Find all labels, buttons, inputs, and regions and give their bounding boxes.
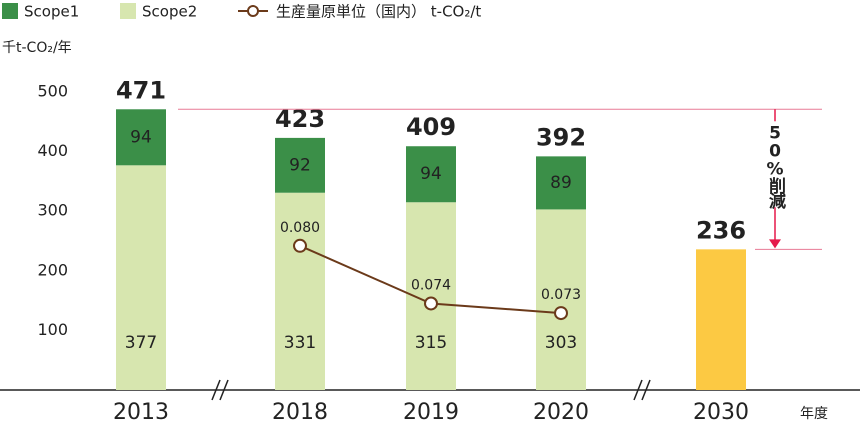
legend-swatch <box>120 3 136 19</box>
line-marker <box>293 238 307 253</box>
value-label: 94 <box>420 164 442 184</box>
legend-label: Scope2 <box>142 3 197 21</box>
bar-segment <box>536 156 586 210</box>
y-tick-label: 100 <box>37 320 68 339</box>
value-label: 331 <box>284 333 316 353</box>
legend-marker <box>247 5 259 17</box>
value-label: 92 <box>289 155 311 175</box>
bar-segment <box>536 209 586 390</box>
bar-segment <box>116 165 166 390</box>
legend-label: Scope1 <box>24 3 79 21</box>
value-label: 236 <box>696 216 746 244</box>
y-tick-label: 500 <box>37 82 68 101</box>
line-value-label: 0.080 <box>280 220 320 236</box>
bar-segment <box>275 137 325 193</box>
y-tick-label: 300 <box>37 201 68 220</box>
y-tick-label: 200 <box>37 260 68 279</box>
value-label: 303 <box>545 333 577 353</box>
axis-break <box>211 379 651 401</box>
value-label: 377 <box>125 333 157 353</box>
line-marker <box>424 296 438 311</box>
total-label: 392 <box>536 123 586 151</box>
x-tick-label: 2018 <box>272 400 328 425</box>
x-tick-label: 2013 <box>113 400 169 425</box>
x-tick-label: 2030 <box>693 400 749 425</box>
line-value-label: 0.073 <box>541 287 581 303</box>
x-axis-label: 年度 <box>800 406 828 422</box>
arrow-head <box>769 239 781 249</box>
bar-segment <box>116 109 166 166</box>
x-tick-label: 2020 <box>533 400 589 425</box>
bar-segment <box>275 192 325 390</box>
value-label: 94 <box>130 127 152 147</box>
annotation-bg <box>762 121 788 208</box>
y-tick-label: 400 <box>37 141 68 160</box>
legend-swatch <box>2 3 18 19</box>
x-tick-label: 2019 <box>403 400 459 425</box>
line-marker <box>554 306 568 321</box>
value-label: 89 <box>550 173 572 193</box>
y-axis-label: 千t-CO₂/年 <box>2 40 72 56</box>
total-label: 471 <box>116 76 166 104</box>
bar-segment <box>406 146 456 203</box>
line-value-label: 0.074 <box>411 277 451 293</box>
bar-segment <box>696 249 746 390</box>
annotation: 50%削減 <box>765 123 786 210</box>
total-label: 409 <box>406 113 456 141</box>
value-label: 315 <box>415 333 447 353</box>
legend-label: 生産量原単位（国内） t-CO₂/t <box>276 3 481 21</box>
